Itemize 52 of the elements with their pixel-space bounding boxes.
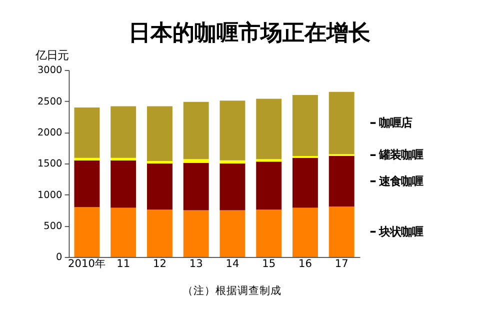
bar — [183, 210, 209, 257]
bar — [256, 159, 282, 162]
x-tick-label: 16 — [298, 258, 312, 270]
bar — [328, 92, 354, 154]
chart-title: 日本的咖喱市场正在增长 — [128, 20, 372, 46]
bar — [110, 160, 136, 208]
bar — [256, 162, 282, 210]
y-tick-label: 1000 — [38, 190, 62, 201]
bar — [220, 160, 246, 164]
x-tick-label: 13 — [189, 258, 203, 270]
bar — [292, 94, 318, 156]
y-tick-label: 3000 — [38, 65, 62, 76]
bar — [220, 210, 246, 257]
bar — [146, 164, 172, 210]
x-tick-label: 2010年 — [68, 258, 106, 270]
bar — [146, 161, 172, 164]
bar — [74, 158, 100, 160]
y-tick-label: 0 — [56, 252, 62, 264]
text: 罐装咖喱 — [378, 148, 424, 162]
bar — [146, 210, 172, 257]
y-axis-title: 亿日元 — [34, 48, 69, 62]
x-tick-label: 15 — [262, 258, 276, 270]
bar — [292, 158, 318, 208]
x-tick-label: 17 — [334, 258, 348, 270]
bar — [74, 160, 100, 208]
bar — [110, 158, 136, 160]
bar — [183, 102, 209, 160]
bar — [220, 100, 246, 160]
text: 咖喱店 — [379, 116, 412, 130]
x-tick-label: 11 — [116, 258, 130, 270]
bar — [183, 159, 209, 163]
bar — [183, 162, 209, 210]
bar — [220, 164, 246, 210]
bar — [110, 208, 136, 257]
x-tick-label: 12 — [152, 258, 166, 270]
bar — [256, 210, 282, 257]
bar — [74, 107, 100, 158]
y-tick-label: 500 — [44, 220, 62, 232]
bar — [328, 206, 354, 257]
text: 块状咖喱 — [378, 224, 424, 238]
y-tick-label: 2000 — [38, 127, 62, 138]
y-tick-label: 1500 — [38, 158, 62, 170]
text: 速食咖喱 — [378, 174, 424, 188]
bar — [292, 208, 318, 257]
x-tick-label: 14 — [226, 258, 240, 270]
bar — [328, 156, 354, 207]
bar — [74, 207, 100, 257]
text: （注）根据调查制成 — [182, 284, 282, 298]
bar — [110, 106, 136, 158]
y-tick-label: 2500 — [38, 96, 62, 108]
bar — [146, 106, 172, 162]
bar — [256, 98, 282, 160]
